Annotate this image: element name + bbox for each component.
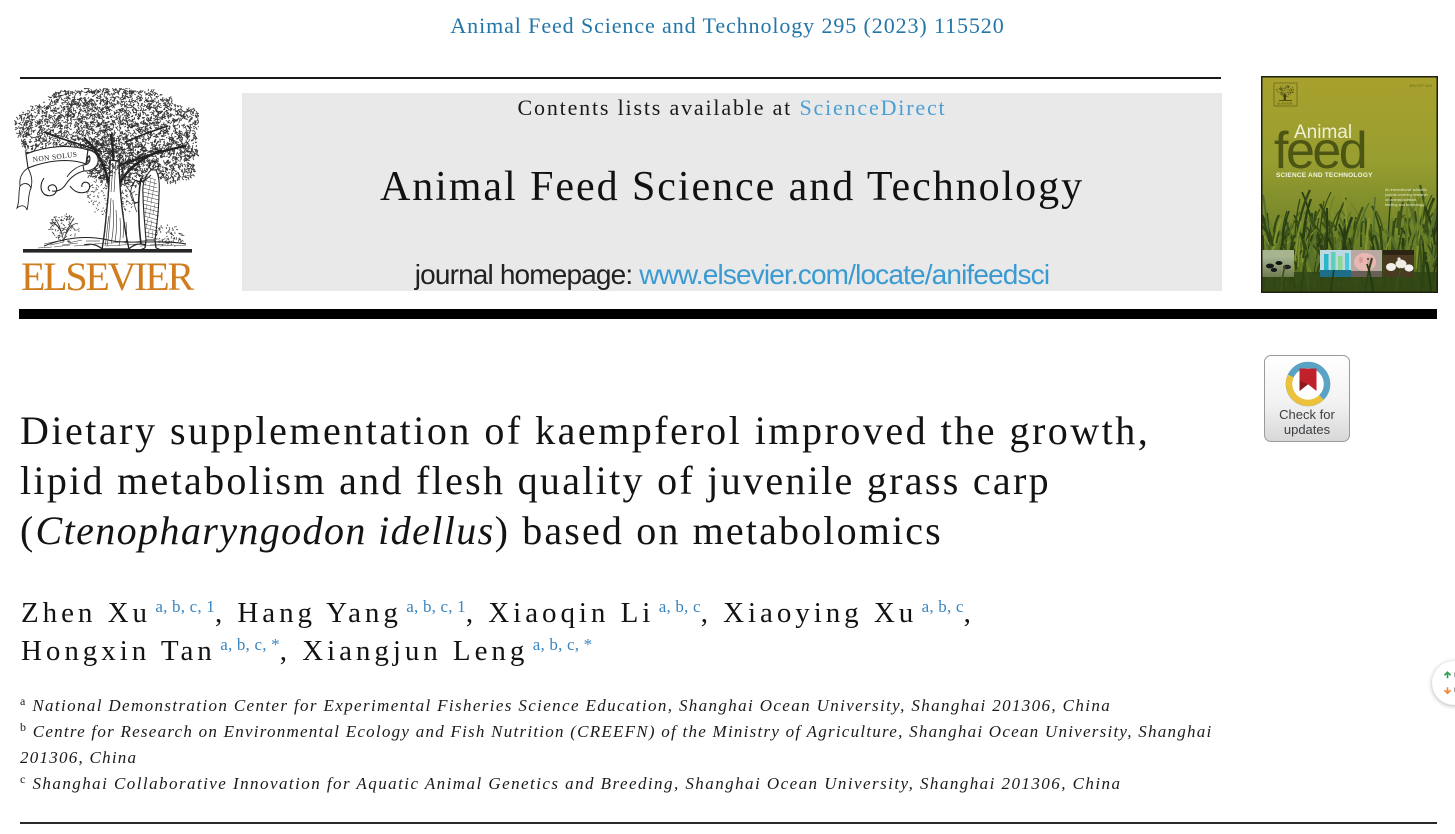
svg-text:ELSEVIER: ELSEVIER xyxy=(1277,101,1293,105)
svg-text:feed: feed xyxy=(1274,122,1365,180)
svg-text:An international scientific: An international scientific xyxy=(1385,188,1427,192)
svg-text:ISSN 0377-8401: ISSN 0377-8401 xyxy=(1409,84,1433,88)
svg-text:SCIENCE AND TECHNOLOGY: SCIENCE AND TECHNOLOGY xyxy=(1276,172,1373,179)
svg-text:Animal: Animal xyxy=(1294,122,1352,143)
svg-text:feeding and technology: feeding and technology xyxy=(1385,203,1424,207)
svg-text:journal covering research: journal covering research xyxy=(1384,193,1428,197)
svg-text:on animal nutrition,: on animal nutrition, xyxy=(1385,198,1417,202)
